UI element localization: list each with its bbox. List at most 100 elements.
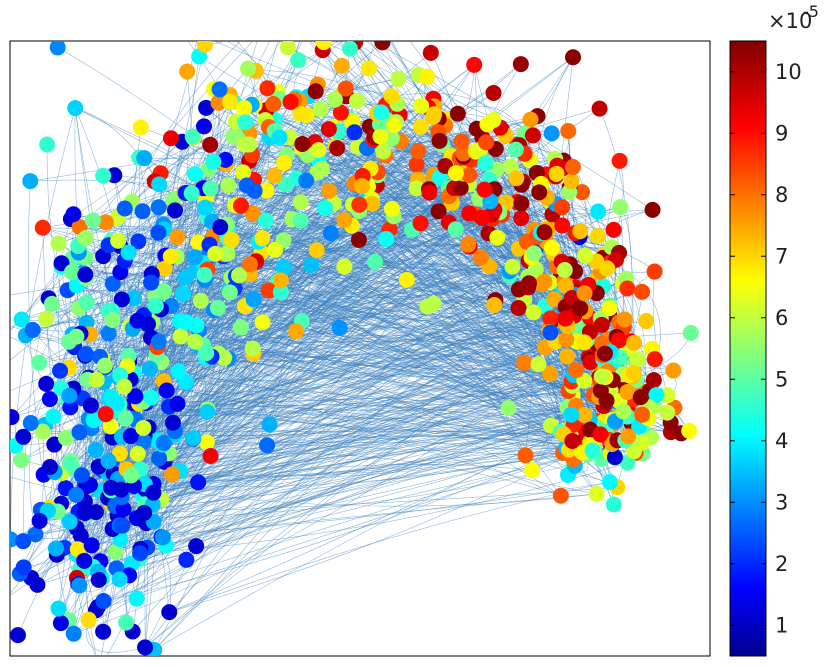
graph-node [254, 314, 271, 331]
graph-node [486, 296, 503, 313]
graph-node [308, 242, 325, 259]
graph-node [638, 313, 655, 330]
graph-node [341, 41, 358, 57]
graph-node [572, 300, 589, 317]
graph-node [616, 311, 633, 328]
graph-node [386, 117, 403, 134]
graph-node [104, 275, 121, 292]
graph-node [142, 360, 159, 377]
graph-node [20, 660, 36, 667]
graph-edge [204, 41, 223, 46]
graph-node [625, 365, 642, 382]
graph-node [568, 362, 585, 379]
colorbar [729, 40, 767, 657]
graph-node [321, 182, 338, 199]
graph-node [77, 266, 94, 283]
graph-node [87, 441, 104, 458]
graph-edge [75, 107, 160, 185]
graph-node [542, 365, 559, 382]
graph-node [333, 57, 350, 74]
graph-node [68, 328, 85, 345]
graph-node [477, 155, 494, 172]
graph-node [50, 235, 67, 252]
graph-node [123, 467, 140, 484]
graph-node [601, 300, 618, 317]
graph-node [179, 63, 196, 80]
graph-node [507, 141, 524, 158]
graph-edge [136, 453, 611, 519]
graph-node [615, 403, 632, 420]
colorbar-ticks: 1 2 3 4 5 6 7 8 9 10 [730, 60, 802, 637]
graph-edge [255, 70, 435, 115]
graph-node [237, 114, 254, 131]
graph-node [67, 100, 84, 117]
graph-node [195, 118, 212, 135]
graph-node [336, 258, 353, 275]
graph-node [512, 56, 529, 73]
graph-node [453, 133, 470, 150]
graph-node [150, 224, 167, 241]
graph-node [312, 101, 329, 118]
graph-edge [169, 481, 610, 613]
graph-node [142, 389, 159, 406]
graph-node [95, 592, 112, 609]
graph-node [38, 310, 55, 327]
graph-node [360, 60, 377, 77]
graph-node [543, 125, 560, 142]
graph-node [425, 295, 442, 312]
graph-node [61, 513, 78, 530]
graph-node [120, 244, 137, 261]
graph-edge [205, 107, 308, 156]
graph-node [351, 196, 368, 213]
graph-edge [97, 241, 547, 608]
graph-node [290, 52, 307, 69]
graph-node [82, 397, 99, 414]
graph-node [574, 184, 591, 201]
graph-node [267, 241, 284, 258]
graph-node [576, 334, 593, 351]
graph-node [559, 348, 576, 365]
graph-node [548, 165, 565, 182]
graph-node [320, 121, 337, 138]
graph-node [329, 140, 346, 157]
graph-node [61, 387, 78, 404]
graph-edge [54, 41, 198, 445]
graph-node [220, 177, 237, 194]
colorbar-tick-label: 4 [775, 429, 788, 453]
graph-node [230, 267, 247, 284]
graph-node [374, 16, 390, 32]
graph-node [196, 266, 213, 283]
graph-node [219, 245, 236, 262]
graph-node [564, 158, 581, 175]
graph-node [113, 291, 130, 308]
graph-node [431, 132, 448, 149]
graph-node [337, 80, 354, 97]
graph-node [582, 354, 599, 371]
graph-node [500, 400, 517, 417]
graph-node [143, 274, 160, 291]
graph-node [271, 129, 288, 146]
graph-node [97, 214, 114, 231]
graph-node [311, 6, 327, 22]
graph-node [170, 363, 187, 380]
graph-node [412, 118, 429, 135]
graph-node [185, 429, 202, 446]
graph-node [102, 418, 119, 435]
graph-node [645, 372, 662, 389]
graph-node [620, 428, 637, 445]
graph-node [383, 200, 400, 217]
graph-node [292, 194, 309, 211]
graph-node [425, 109, 442, 126]
graph-node [516, 354, 533, 371]
graph-node [350, 231, 367, 248]
graph-node [78, 294, 95, 311]
graph-node [162, 248, 179, 265]
graph-node [542, 324, 559, 341]
colorbar-tick-label: 8 [775, 183, 788, 207]
graph-node [315, 41, 332, 51]
graph-node [65, 625, 82, 642]
graph-edge [152, 288, 628, 505]
graph-node [619, 280, 636, 297]
graph-edge [174, 217, 484, 436]
graph-edge [115, 299, 555, 553]
